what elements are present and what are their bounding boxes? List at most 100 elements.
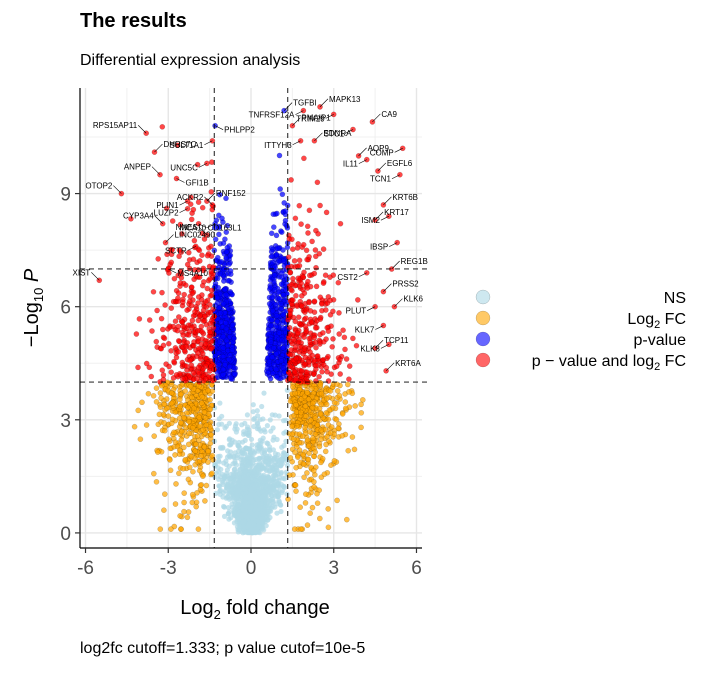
point-p bbox=[217, 271, 224, 277]
point-fc bbox=[186, 430, 192, 437]
point-both bbox=[159, 289, 165, 296]
point-both bbox=[172, 318, 179, 324]
point-both bbox=[289, 236, 295, 243]
point-p bbox=[271, 345, 277, 351]
point-both bbox=[203, 363, 209, 369]
point-fc bbox=[178, 419, 184, 426]
point-ns bbox=[224, 454, 231, 460]
point-fc bbox=[300, 461, 307, 467]
point-p bbox=[227, 289, 234, 295]
point-fc bbox=[143, 422, 150, 428]
point-ns bbox=[237, 524, 243, 530]
point-both bbox=[153, 338, 160, 345]
y-tick-label: 3 bbox=[60, 411, 71, 432]
chart-caption: log2fc cutoff=1.333; p value cutof=10e-5 bbox=[80, 640, 366, 657]
point-ns bbox=[256, 455, 262, 461]
point-p bbox=[268, 230, 275, 237]
point-fc bbox=[201, 409, 208, 415]
point-ns bbox=[267, 468, 273, 474]
point-fc bbox=[318, 436, 324, 442]
point-fc bbox=[334, 497, 340, 504]
point-both bbox=[303, 315, 309, 321]
point-fc bbox=[158, 395, 164, 401]
point-p bbox=[280, 344, 287, 351]
point-both bbox=[188, 302, 195, 309]
point-fc bbox=[307, 510, 313, 516]
point-both bbox=[288, 263, 295, 270]
point-both bbox=[336, 310, 342, 316]
point-both bbox=[323, 209, 330, 216]
point-both bbox=[155, 256, 161, 262]
point-p bbox=[217, 191, 223, 198]
point-fc bbox=[181, 414, 187, 421]
point-ns bbox=[246, 520, 252, 526]
gene-label: TCN1 bbox=[370, 175, 391, 184]
point-p bbox=[280, 292, 287, 298]
point-p bbox=[220, 300, 227, 307]
point-p bbox=[266, 358, 273, 365]
point-fc bbox=[308, 385, 315, 392]
point-both bbox=[313, 362, 319, 369]
point-both bbox=[148, 373, 155, 380]
gene-label: SCTR bbox=[165, 246, 187, 255]
point-both bbox=[188, 284, 195, 290]
point-ns bbox=[254, 495, 260, 502]
point-ns bbox=[249, 492, 255, 498]
point-ns bbox=[241, 431, 247, 437]
point-ns bbox=[228, 442, 234, 448]
gene-label: IL11 bbox=[343, 160, 359, 169]
gene-label: DHRS7C bbox=[163, 140, 196, 149]
gene-label-leader bbox=[151, 166, 161, 175]
point-fc bbox=[323, 441, 329, 448]
point-both bbox=[304, 285, 311, 291]
point-ns bbox=[221, 513, 228, 520]
chart-title: The results bbox=[80, 10, 187, 32]
point-ns bbox=[261, 390, 267, 396]
point-both bbox=[311, 357, 318, 364]
point-fc bbox=[349, 434, 356, 440]
point-fc bbox=[302, 424, 308, 431]
point-ns bbox=[280, 452, 286, 458]
point-both bbox=[304, 223, 311, 230]
point-p bbox=[271, 224, 277, 230]
point-fc bbox=[312, 415, 319, 422]
gene-label: KRT6B bbox=[392, 193, 418, 202]
point-both bbox=[207, 302, 213, 308]
point-both bbox=[186, 249, 192, 256]
point-both bbox=[183, 343, 190, 350]
point-fc bbox=[168, 390, 175, 396]
point-ns bbox=[266, 447, 272, 453]
point-ns bbox=[260, 478, 266, 484]
gene-label-leader bbox=[137, 125, 147, 134]
point-p bbox=[218, 259, 225, 265]
gene-label: PRSS2 bbox=[392, 280, 419, 289]
point-fc bbox=[293, 464, 299, 471]
gene-label: REG1B bbox=[401, 257, 428, 266]
point-fc bbox=[157, 526, 164, 532]
point-both bbox=[319, 369, 325, 375]
point-fc bbox=[298, 526, 304, 532]
gene-label: EDNRA bbox=[323, 129, 352, 138]
point-both bbox=[159, 367, 166, 373]
point-fc bbox=[178, 391, 184, 398]
gene-label: OTOP2 bbox=[85, 182, 113, 191]
point-fc bbox=[166, 436, 172, 443]
point-ns bbox=[231, 509, 237, 515]
point-fc bbox=[328, 424, 335, 430]
point-both bbox=[199, 204, 206, 211]
point-both bbox=[343, 356, 350, 362]
point-ns bbox=[270, 447, 276, 453]
point-ns bbox=[241, 473, 247, 480]
point-both bbox=[192, 308, 198, 315]
point-fc bbox=[190, 468, 196, 475]
point-ns bbox=[260, 416, 266, 422]
point-fc bbox=[162, 491, 168, 497]
point-ns bbox=[225, 510, 231, 517]
point-ns bbox=[278, 456, 284, 462]
point-both bbox=[191, 342, 197, 349]
point-fc bbox=[168, 526, 174, 532]
point-fc bbox=[173, 481, 179, 487]
point-p bbox=[276, 330, 283, 336]
point-ns bbox=[283, 417, 289, 423]
point-p bbox=[274, 374, 280, 380]
